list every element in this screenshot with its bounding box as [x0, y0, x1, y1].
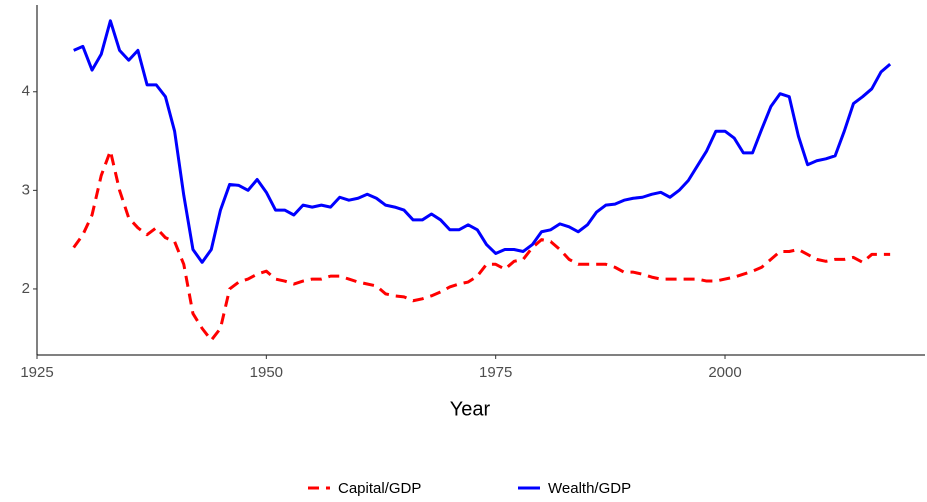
- y-tick-label: 4: [22, 83, 30, 100]
- legend-label: Capital/GDP: [338, 480, 421, 497]
- series-line: [73, 19, 892, 264]
- x-tick-label: 1925: [20, 364, 53, 381]
- x-tick-label: 1975: [479, 364, 512, 381]
- legend-label: Wealth/GDP: [548, 480, 631, 497]
- x-axis-label: Year: [450, 398, 491, 420]
- x-tick-label: 2000: [708, 364, 741, 381]
- y-tick-label: 3: [22, 181, 30, 198]
- y-tick-label: 2: [22, 280, 30, 297]
- series-line: [72, 149, 891, 342]
- x-tick-label: 1950: [250, 364, 283, 381]
